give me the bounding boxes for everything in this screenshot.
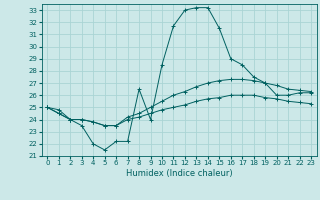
X-axis label: Humidex (Indice chaleur): Humidex (Indice chaleur) xyxy=(126,169,233,178)
